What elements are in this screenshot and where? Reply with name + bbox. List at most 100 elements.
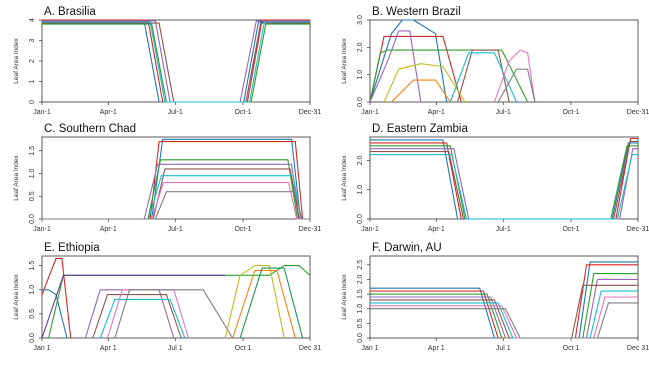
series-line-5 (92, 294, 182, 339)
y-tick-label: 1.0 (357, 70, 364, 80)
series-line-5 (42, 168, 310, 220)
series-line-3 (370, 49, 529, 103)
panel-5: E. Ethiopia Leaf Area Index 0.0 0.5 1.0 1.5 Ja… (13, 242, 321, 352)
series-line-6 (99, 298, 186, 339)
series-line-1 (42, 138, 310, 220)
y-tick-label: 1.0 (357, 185, 364, 195)
x-tick-label: Jan 1 (33, 345, 50, 352)
panel-frame (369, 19, 639, 103)
panel-title: D. Eastern Zambia (372, 123, 468, 135)
series-line-8 (114, 289, 234, 339)
series-line-2 (370, 264, 638, 339)
series-line-10 (391, 79, 451, 103)
panel-title: B. Western Brazil (372, 6, 461, 18)
series-group (370, 19, 536, 103)
y-tick-label: 0.0 (357, 214, 364, 224)
series-line-4 (84, 289, 175, 339)
series-line-7 (106, 289, 190, 339)
y-axis-label: Leaf Area Index (341, 154, 348, 200)
x-tick-label: Dec 31 (299, 345, 321, 352)
y-axis-label: Leaf Area Index (13, 273, 20, 319)
panel-4: D. Eastern Zambia Leaf Area Index 0.0 1.0 2.… (341, 123, 649, 233)
x-tick-label: Jan-1 (33, 109, 51, 116)
series-line-6 (449, 52, 518, 103)
series-line-12 (42, 274, 226, 339)
panel-title: E. Ethiopia (44, 242, 100, 254)
y-tick-label: 1.0 (29, 168, 36, 178)
x-tick-label: Jul 1 (496, 345, 511, 352)
y-tick-label: 2 (29, 59, 36, 63)
x-tick-label: Oct-1 (234, 226, 251, 233)
x-tick-label: Dec-31 (299, 109, 322, 116)
x-tick-label: Apr-1 (100, 226, 117, 233)
y-tick-label: 2.5 (357, 260, 364, 270)
panel-frame (41, 255, 311, 339)
series-line-8 (370, 302, 638, 339)
x-tick-label: Jan 1 (361, 345, 378, 352)
x-tick-label: Jul 1 (168, 345, 183, 352)
y-tick-label: 2.0 (357, 274, 364, 284)
x-tick-label: Oct 1 (563, 345, 580, 352)
series-line-5 (370, 140, 638, 220)
x-tick-label: Apr-1 (428, 226, 445, 233)
x-tick-label: Oct-1 (562, 109, 579, 116)
y-tick-label: 1.0 (357, 304, 364, 314)
panel-6: F. Darwin, AU Leaf Area Index 0.0 0.5 1.0 1.5… (341, 242, 649, 352)
series-line-9 (224, 265, 285, 339)
x-tick-label: Jul-1 (496, 109, 511, 116)
series-line-2 (42, 141, 310, 220)
y-axis-label: Leaf Area Index (341, 273, 348, 319)
panel-frame (41, 19, 311, 103)
series-line-1 (42, 289, 68, 339)
x-tick-label: Oct 1 (235, 345, 252, 352)
panel-title: A. Brasilia (44, 6, 96, 18)
series-line-3 (48, 265, 310, 339)
y-tick-label: 3 (29, 38, 36, 42)
panel-2: B. Western Brazil Leaf Area Index 0.0 1.0 2.… (341, 6, 649, 116)
x-tick-label: Dec-31 (299, 226, 322, 233)
series-line-1 (370, 19, 448, 103)
series-line-4 (370, 148, 638, 220)
series-group (42, 19, 310, 103)
x-tick-label: Jul-1 (168, 109, 183, 116)
y-tick-label: 1.5 (29, 261, 36, 271)
y-tick-label: 4 (29, 18, 36, 22)
series-line-1 (42, 21, 310, 103)
y-tick-label: 0.5 (29, 309, 36, 319)
series-line-2 (42, 257, 72, 339)
panel-title: C. Southern Chad (44, 123, 136, 135)
series-group (42, 138, 310, 220)
y-tick-label: 3.0 (357, 15, 364, 25)
x-tick-label: Jan-1 (33, 226, 51, 233)
y-tick-label: 0.0 (357, 333, 364, 343)
x-tick-label: Jul-1 (168, 226, 183, 233)
y-tick-label: 0.0 (357, 97, 364, 107)
series-line-7 (42, 182, 310, 220)
x-tick-label: Apr-1 (428, 109, 445, 116)
x-tick-label: Jan-1 (361, 226, 379, 233)
series-line-10 (232, 269, 296, 339)
series-line-11 (239, 267, 304, 339)
panel-frame (41, 136, 311, 220)
x-tick-label: Oct-1 (562, 226, 579, 233)
series-line-6 (370, 154, 638, 220)
series-group (42, 257, 310, 339)
y-tick-label: 1 (29, 79, 36, 83)
y-tick-label: 0.0 (29, 333, 36, 343)
y-tick-label: 0.5 (357, 318, 364, 328)
series-line-2 (370, 137, 638, 220)
series-line-8 (497, 68, 536, 103)
y-tick-label: 1.5 (357, 289, 364, 299)
series-group (370, 261, 638, 339)
panel-1: A. Brasilia Leaf Area Index 0 1 2 3 4 Jan-1 Apr-… (13, 6, 321, 116)
y-axis-label: Leaf Area Index (341, 37, 348, 83)
y-tick-label: 2.0 (357, 42, 364, 52)
panel-title: F. Darwin, AU (372, 242, 442, 254)
series-line-6 (370, 290, 638, 339)
x-tick-label: Dec 31 (627, 345, 649, 352)
x-tick-label: Apr 1 (100, 345, 117, 352)
x-tick-label: Oct-1 (234, 109, 251, 116)
series-line-7 (493, 49, 536, 103)
